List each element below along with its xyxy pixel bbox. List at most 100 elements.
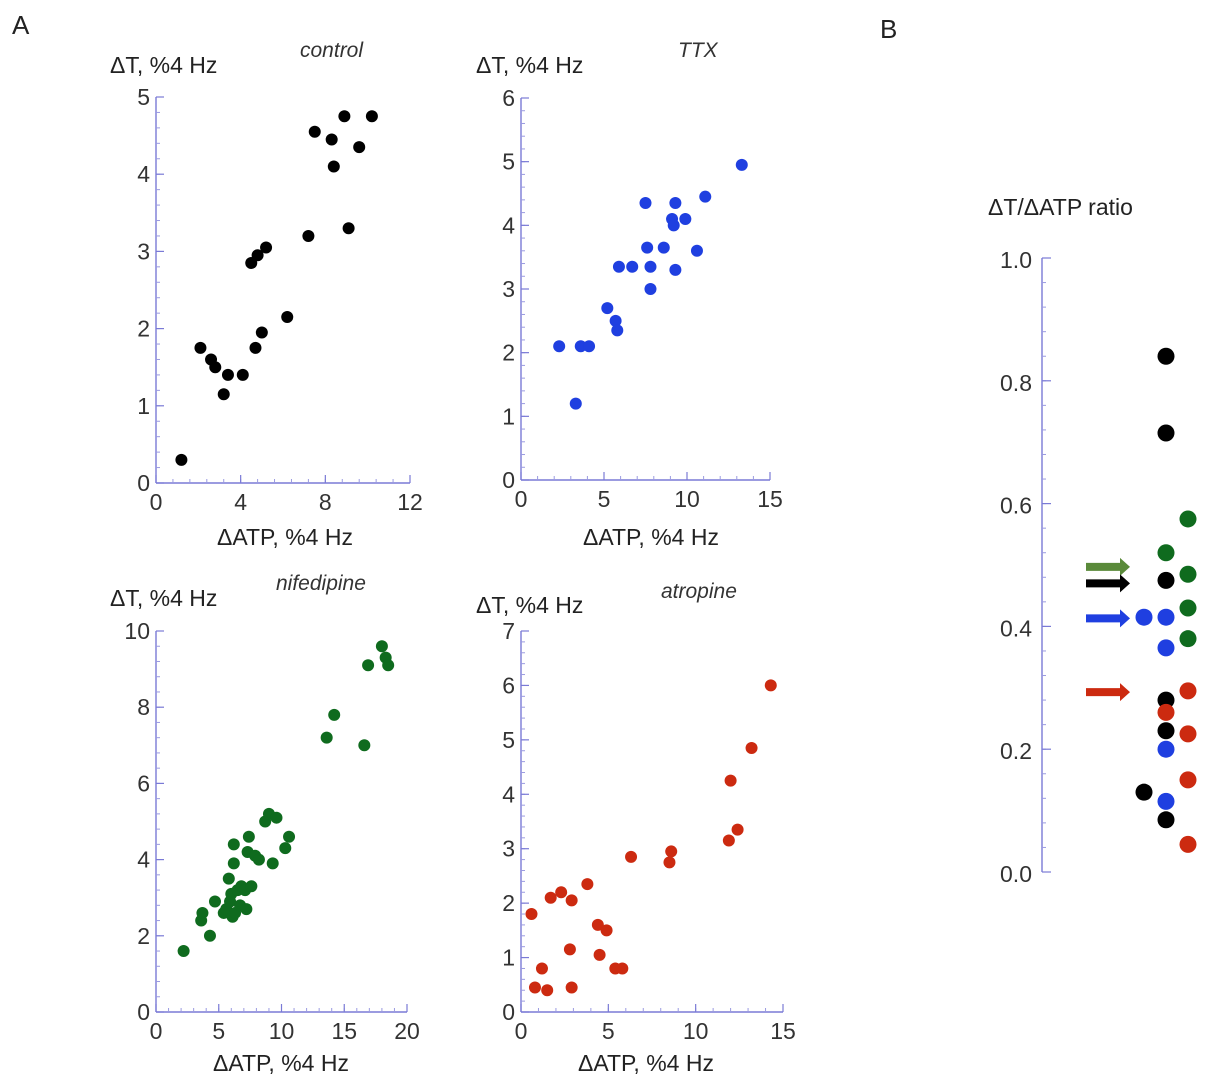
data-point: [196, 906, 209, 919]
y-axis-title: ΔT, %4 Hz: [110, 52, 217, 78]
condition-label: control: [300, 39, 364, 62]
y-tick-label: 2: [137, 316, 150, 342]
data-point: [565, 981, 578, 994]
data-point: [375, 640, 388, 653]
condition-label: nifedipine: [276, 572, 366, 595]
y-tick-label: 0: [137, 999, 150, 1025]
data-point: [208, 895, 221, 908]
data-point: [177, 945, 190, 958]
condition-label: TTX: [678, 39, 719, 62]
data-point: [611, 324, 624, 337]
y-tick-label: 3: [137, 238, 150, 264]
y-tick-label: 1.0: [1000, 247, 1032, 273]
mean-arrow: [1086, 574, 1130, 593]
x-tick-label: 20: [394, 1018, 420, 1044]
data-point: [209, 361, 222, 374]
y-tick-label: 0.2: [1000, 738, 1032, 764]
data-point: [221, 368, 234, 381]
data-point: [217, 388, 230, 401]
plot-area-ratio: 0.0 0.2 0.4 0.6 0.8 1.0: [1000, 247, 1197, 887]
data-point: [699, 190, 712, 203]
data-point: [663, 856, 676, 869]
x-tick-label: 10: [683, 1018, 709, 1044]
y-tick-label: 7: [502, 618, 515, 644]
data-point: [1157, 722, 1175, 740]
data-point: [625, 850, 638, 863]
y-axis-title: ΔT, %4 Hz: [476, 52, 583, 78]
y-tick-label: 0.4: [1000, 615, 1032, 641]
condition-label: atropine: [661, 580, 737, 603]
y-axis-title: ΔT, %4 Hz: [110, 585, 217, 611]
data-point: [735, 158, 748, 171]
mean-arrow: [1086, 683, 1130, 702]
data-point: [581, 878, 594, 891]
scatter-ttx: ΔT, %4 Hz TTX ΔATP, %4 Hz 0 1 2 3 4 5 6 0 5 10 15: [476, 39, 783, 550]
y-tick-label: 0.8: [1000, 370, 1032, 396]
data-point: [574, 340, 587, 353]
y-tick-label: 4: [137, 161, 150, 187]
data-point: [639, 197, 652, 210]
panel-letter-b: B: [880, 14, 897, 44]
data-point: [1135, 783, 1153, 801]
data-point: [745, 742, 758, 755]
x-tick-label: 0: [150, 1018, 163, 1044]
x-tick-label: 8: [319, 489, 332, 515]
data-point: [358, 739, 371, 752]
data-point: [544, 891, 557, 904]
data-point: [722, 834, 735, 847]
x-tick-label: 12: [397, 489, 423, 515]
y-tick-label: 5: [137, 84, 150, 110]
x-tick-label: 5: [598, 486, 611, 512]
data-point: [1179, 630, 1197, 648]
data-point: [227, 838, 240, 851]
data-point: [657, 241, 670, 254]
x-tick-label: 4: [234, 489, 247, 515]
data-point: [667, 219, 680, 232]
data-point: [302, 229, 315, 242]
scatter-atropine: ΔT, %4 Hz atropine ΔATP, %4 Hz 012345670…: [476, 580, 796, 1076]
data-point: [283, 830, 296, 843]
data-point: [644, 283, 657, 295]
data-point: [325, 133, 338, 146]
data-point: [1157, 424, 1175, 442]
data-point: [641, 241, 654, 254]
data-point: [764, 679, 777, 692]
data-point: [1157, 347, 1175, 365]
plot-area-ttx: 0 1 2 3 4 5 6 0 5 10 15: [502, 85, 783, 512]
x-tick-label: 0: [150, 489, 163, 515]
data-point: [626, 260, 639, 273]
data-point: [236, 368, 249, 381]
data-point: [249, 341, 262, 354]
data-point: [1179, 565, 1197, 583]
scatter-nifedipine: ΔT, %4 Hz nifedipine ΔATP, %4 Hz 0 2 4 6 8 10…: [110, 572, 420, 1076]
data-point: [1135, 608, 1153, 626]
data-point: [1179, 771, 1197, 789]
y-tick-label: 0.6: [1000, 493, 1032, 519]
data-point: [1157, 691, 1175, 709]
x-tick-label: 0: [515, 1018, 528, 1044]
data-point: [320, 731, 333, 744]
data-point: [1157, 703, 1175, 721]
data-point: [525, 908, 538, 921]
x-tick-label: 15: [331, 1018, 357, 1044]
y-tick-label: 4: [502, 212, 515, 238]
y-tick-label: 6: [137, 770, 150, 796]
x-tick-label: 10: [674, 486, 700, 512]
y-tick-label: 8: [137, 694, 150, 720]
data-point: [612, 260, 625, 273]
y-tick-label: 0: [502, 467, 515, 493]
data-point: [731, 823, 744, 836]
data-point: [251, 249, 264, 262]
data-point: [260, 241, 273, 254]
data-point: [541, 984, 554, 997]
y-tick-label: 3: [502, 276, 515, 302]
ratio-panel: ΔT/ΔATP ratio 0.0 0.2 0.4 0.6 0.8 1.0: [988, 194, 1197, 887]
data-point: [203, 929, 216, 942]
data-point: [616, 962, 629, 975]
data-point: [1179, 725, 1197, 743]
x-axis-title: ΔATP, %4 Hz: [578, 1050, 714, 1076]
data-point: [362, 659, 375, 672]
data-point: [242, 830, 255, 843]
x-tick-label: 10: [269, 1018, 295, 1044]
